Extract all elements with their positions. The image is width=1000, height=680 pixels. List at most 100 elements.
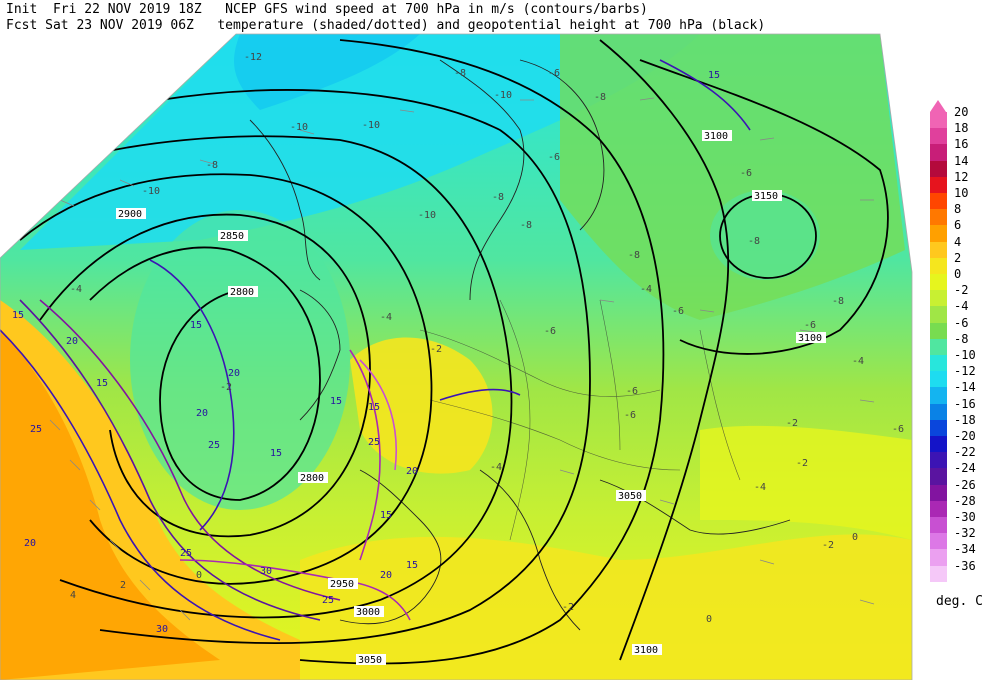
height-label: 2800 bbox=[228, 286, 258, 298]
legend-swatch bbox=[930, 128, 947, 145]
temp-label: -4 bbox=[380, 312, 392, 323]
height-contour-3050 bbox=[299, 39, 665, 665]
legend-label: -26 bbox=[954, 477, 976, 492]
warm-core-southwest bbox=[0, 330, 220, 680]
cold-region-northwest bbox=[20, 34, 700, 250]
height-contour-2950 bbox=[29, 135, 513, 619]
legend-label: -10 bbox=[954, 348, 976, 362]
legend-swatch bbox=[930, 193, 947, 210]
temp-label: -10 bbox=[418, 210, 436, 221]
temp-label: -8 bbox=[520, 220, 532, 231]
wind-label: 15 bbox=[270, 448, 282, 459]
height-label: 2950 bbox=[328, 578, 358, 590]
wind-label: 20 bbox=[24, 538, 36, 549]
height-contour-2900 bbox=[19, 173, 433, 585]
wind-contour-jet-core bbox=[349, 349, 381, 561]
legend-swatch bbox=[930, 565, 947, 582]
legend-label: -24 bbox=[954, 461, 976, 476]
height-label: 3050 bbox=[356, 654, 386, 666]
legend-units: deg. C bbox=[936, 594, 983, 609]
trough-shading bbox=[130, 210, 350, 510]
temp-label: -6 bbox=[548, 68, 560, 79]
legend-label: 4 bbox=[954, 234, 962, 249]
height-label: 3100 bbox=[796, 332, 826, 344]
legend-swatch bbox=[930, 176, 947, 193]
temp-label: 2 bbox=[120, 580, 126, 591]
temp-label: -10 bbox=[290, 122, 308, 133]
wind-label: 15 bbox=[380, 510, 392, 521]
temp-label: -10 bbox=[362, 120, 380, 131]
wind-label: 20 bbox=[406, 466, 418, 477]
wind-label: 20 bbox=[66, 336, 78, 347]
country-borders bbox=[419, 299, 741, 541]
temp-label: -4 bbox=[640, 284, 652, 295]
warm-tongue-central bbox=[350, 337, 493, 474]
temp-label: -10 bbox=[142, 186, 160, 197]
wind-label: 20 bbox=[196, 408, 208, 419]
svg-text:2800: 2800 bbox=[230, 287, 254, 298]
legend-label: 8 bbox=[954, 202, 962, 217]
legend-swatch bbox=[930, 403, 947, 420]
wind-labels: 15 15 20 20 25 20 15 20 25 25 15 15 20 1… bbox=[12, 70, 720, 635]
header-line-1: Init Fri 22 NOV 2019 18Z NCEP GFS wind s… bbox=[6, 2, 648, 17]
legend-swatch bbox=[930, 517, 947, 534]
green-region-east bbox=[560, 34, 905, 320]
legend-swatch bbox=[930, 144, 947, 161]
legend-label: -2 bbox=[954, 283, 969, 298]
legend-swatch bbox=[930, 225, 947, 242]
wind-contour-15d bbox=[659, 59, 751, 131]
legend-swatch bbox=[930, 338, 947, 355]
height-contour-3000 bbox=[99, 89, 591, 645]
legend-label: 6 bbox=[954, 218, 962, 233]
legend-swatch bbox=[930, 160, 947, 177]
svg-text:2850: 2850 bbox=[220, 231, 244, 242]
wind-label: 15 bbox=[406, 560, 418, 571]
legend-label: 18 bbox=[954, 121, 969, 136]
header-line-2: Fcst Sat 23 NOV 2019 06Z temperature (sh… bbox=[6, 18, 765, 33]
height-contour-3100-west bbox=[599, 39, 730, 661]
temp-label: 0 bbox=[196, 570, 202, 581]
legend-label: -14 bbox=[954, 380, 976, 395]
height-contours bbox=[19, 39, 889, 665]
wind-label: 25 bbox=[322, 595, 334, 606]
temp-label: -12 bbox=[244, 52, 262, 63]
height-label: 3000 bbox=[354, 606, 384, 618]
wind-label: 15 bbox=[96, 378, 108, 389]
map-domain bbox=[0, 34, 912, 680]
legend-label: -28 bbox=[954, 493, 976, 508]
wind-contour-20a bbox=[19, 299, 321, 621]
legend-swatch bbox=[930, 436, 947, 453]
legend-swatch bbox=[930, 549, 947, 566]
wind-label: 20 bbox=[228, 368, 240, 379]
temp-label: -2 bbox=[822, 540, 834, 551]
temp-label: -10 bbox=[494, 90, 512, 101]
legend-label: -8 bbox=[954, 331, 969, 346]
legend-label: -4 bbox=[954, 299, 969, 314]
wind-contour-25a bbox=[39, 299, 341, 601]
legend-swatch bbox=[930, 209, 947, 226]
temp-label: -8 bbox=[454, 68, 466, 79]
height-label: 3050 bbox=[616, 490, 646, 502]
temperature-labels: -12 -10 -10 -8 -10 -10 -8 -8 -8 -6 -6 -8… bbox=[70, 52, 904, 625]
temp-label: -6 bbox=[626, 386, 638, 397]
legend-label: 14 bbox=[954, 153, 969, 168]
legend-swatch bbox=[930, 241, 947, 258]
wind-label: 20 bbox=[380, 570, 392, 581]
legend-swatch bbox=[930, 533, 947, 550]
wind-label: 15 bbox=[190, 320, 202, 331]
svg-text:2800: 2800 bbox=[300, 473, 324, 484]
legend-label: 0 bbox=[954, 267, 962, 281]
temp-label: -8 bbox=[748, 236, 760, 247]
temp-label: -6 bbox=[548, 152, 560, 163]
svg-text:3000: 3000 bbox=[356, 607, 380, 618]
height-label: 2900 bbox=[116, 208, 146, 220]
wind-label: 25 bbox=[30, 424, 42, 435]
legend-swatch bbox=[930, 306, 947, 323]
temp-label: -2 bbox=[786, 418, 798, 429]
legend-top-arrow bbox=[930, 100, 946, 112]
wind-contour-35 bbox=[359, 359, 398, 471]
temp-label: -4 bbox=[754, 482, 766, 493]
legend-swatch bbox=[930, 274, 947, 291]
temp-label: -6 bbox=[892, 424, 904, 435]
